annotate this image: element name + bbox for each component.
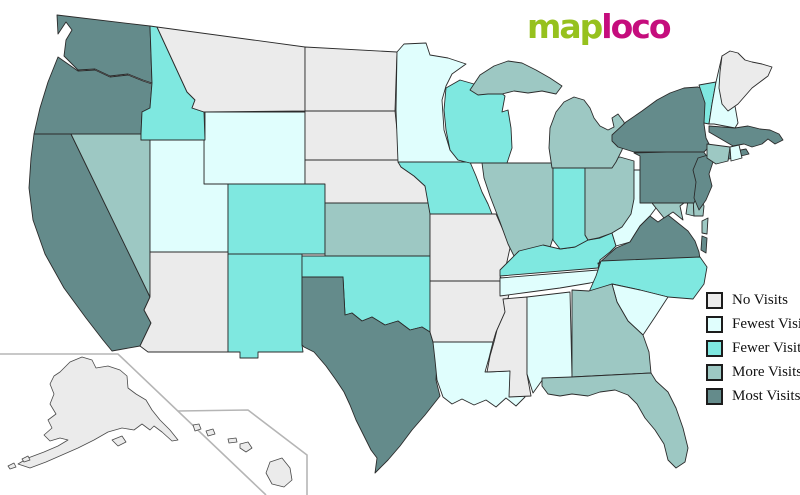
maploco-logo-map-text: map bbox=[527, 6, 603, 46]
state-florida[interactable] bbox=[541, 372, 689, 469]
state-new-york[interactable] bbox=[611, 86, 711, 153]
state-alaska-aleutian-island[interactable] bbox=[21, 455, 31, 463]
state-maryland-eastern-shore[interactable] bbox=[701, 217, 709, 235]
legend-label-more-visits: More Visits bbox=[732, 363, 800, 380]
maploco-logo[interactable]: map loco bbox=[527, 6, 672, 46]
legend-row-fewer-visits: Fewer Visits bbox=[706, 339, 800, 357]
legend-swatch-most-visits bbox=[706, 387, 723, 405]
state-massachusetts[interactable] bbox=[708, 125, 784, 148]
legend-label-fewer-visits: Fewer Visits bbox=[732, 339, 800, 356]
legend-row-no-visits: No Visits bbox=[706, 291, 800, 309]
state-new-jersey[interactable] bbox=[692, 154, 714, 211]
legend-row-most-visits: Most Visits bbox=[706, 387, 800, 405]
state-maine[interactable] bbox=[718, 50, 773, 112]
state-kansas[interactable] bbox=[324, 202, 431, 257]
maploco-logo-loco-text: loco bbox=[601, 6, 671, 46]
state-washington[interactable] bbox=[56, 14, 153, 84]
state-virginia-eastern-shore[interactable] bbox=[700, 235, 708, 254]
state-louisiana[interactable] bbox=[432, 341, 526, 408]
state-indiana[interactable] bbox=[552, 167, 589, 250]
legend-row-fewest-visits: Fewest Visits bbox=[706, 315, 800, 333]
legend-swatch-fewest-visits bbox=[706, 315, 723, 333]
hawaii-inset-border bbox=[177, 409, 308, 495]
legend-swatch-more-visits bbox=[706, 363, 723, 381]
state-new-mexico[interactable] bbox=[227, 253, 304, 359]
legend: No Visits Fewest Visits Fewer Visits Mor… bbox=[706, 291, 800, 412]
legend-swatch-no-visits bbox=[706, 291, 723, 309]
legend-label-fewest-visits: Fewest Visits bbox=[732, 315, 800, 332]
state-hawaii-oahu[interactable] bbox=[205, 428, 216, 437]
legend-row-more-visits: More Visits bbox=[706, 363, 800, 381]
state-alaska-kodiak-island[interactable] bbox=[111, 435, 127, 447]
state-hawaii-big-island[interactable] bbox=[265, 457, 293, 488]
alaska-inset-border bbox=[0, 353, 267, 495]
state-north-dakota[interactable] bbox=[304, 46, 398, 112]
state-texas[interactable] bbox=[301, 276, 441, 474]
state-hawaii-molokai[interactable] bbox=[227, 437, 238, 444]
legend-swatch-fewer-visits bbox=[706, 339, 723, 357]
legend-label-no-visits: No Visits bbox=[732, 291, 788, 308]
state-rhode-island[interactable] bbox=[729, 144, 743, 162]
state-connecticut[interactable] bbox=[706, 143, 731, 165]
state-hawaii-kauai[interactable] bbox=[192, 423, 202, 432]
state-alaska[interactable] bbox=[17, 356, 179, 469]
state-alaska-aleutian-island[interactable] bbox=[7, 462, 17, 470]
state-michigan-upper[interactable] bbox=[469, 60, 563, 96]
legend-label-most-visits: Most Visits bbox=[732, 387, 800, 404]
state-colorado[interactable] bbox=[227, 183, 326, 255]
state-hawaii-maui[interactable] bbox=[239, 441, 253, 453]
state-wyoming[interactable] bbox=[203, 111, 306, 185]
state-south-dakota[interactable] bbox=[304, 110, 401, 161]
state-arizona[interactable] bbox=[139, 251, 229, 353]
